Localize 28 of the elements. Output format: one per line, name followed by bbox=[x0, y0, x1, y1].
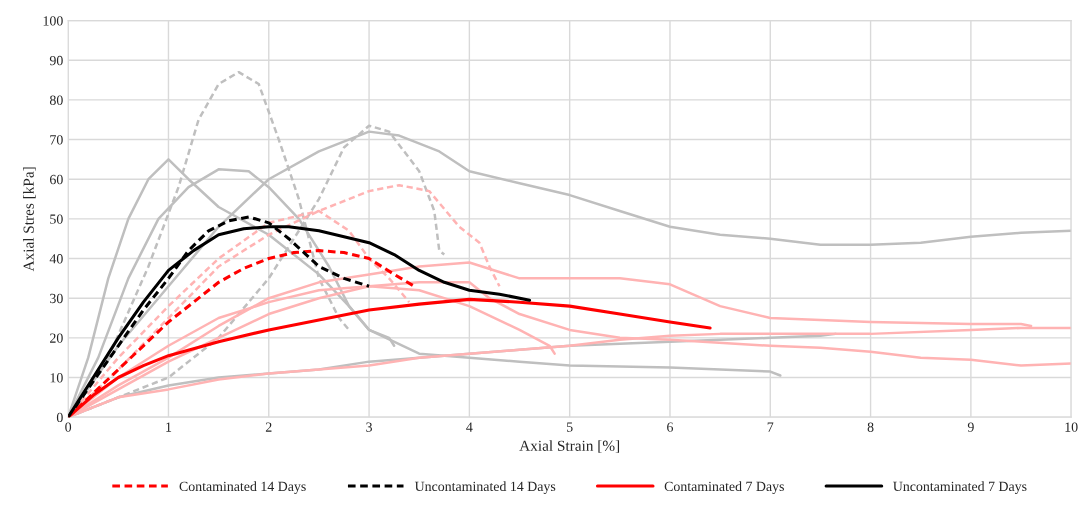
y-tick-label: 10 bbox=[50, 373, 63, 383]
y-axis-title: Axial Stres [kPa] bbox=[23, 167, 36, 272]
x-tick-label: 1 bbox=[166, 422, 172, 432]
x-tick-label: 4 bbox=[466, 422, 473, 432]
x-tick-label: 8 bbox=[867, 422, 874, 432]
y-tick-label: 100 bbox=[43, 16, 63, 26]
y-tick-label: 90 bbox=[49, 55, 63, 66]
y-tick-label: 70 bbox=[50, 135, 63, 145]
y-tick-label: 50 bbox=[50, 214, 63, 224]
x-tick-label: 9 bbox=[967, 422, 974, 432]
x-tick-label: 7 bbox=[767, 422, 774, 432]
y-tick-label: 0 bbox=[56, 412, 63, 423]
legend-label: Contaminated 14 Days bbox=[179, 481, 306, 494]
legend-label: Contaminated 7 Days bbox=[664, 481, 784, 494]
x-tick-label: 0 bbox=[65, 422, 72, 432]
x-tick-label: 6 bbox=[667, 422, 674, 432]
x-tick-label: 10 bbox=[1065, 422, 1078, 432]
y-tick-label: 30 bbox=[50, 293, 63, 304]
legend-label: Uncontaminated 14 Days bbox=[414, 481, 556, 494]
x-tick-label: 5 bbox=[567, 422, 573, 432]
x-tick-label: 2 bbox=[265, 422, 272, 432]
y-tick-label: 20 bbox=[50, 333, 63, 343]
y-tick-label: 60 bbox=[50, 174, 63, 185]
x-tick-label: 3 bbox=[366, 422, 372, 432]
y-tick-label: 40 bbox=[49, 254, 63, 264]
legend-label: Uncontaminated 7 Days bbox=[893, 481, 1027, 494]
x-axis-title: Axial Strain [%] bbox=[519, 440, 620, 453]
y-tick-label: 80 bbox=[49, 95, 63, 105]
